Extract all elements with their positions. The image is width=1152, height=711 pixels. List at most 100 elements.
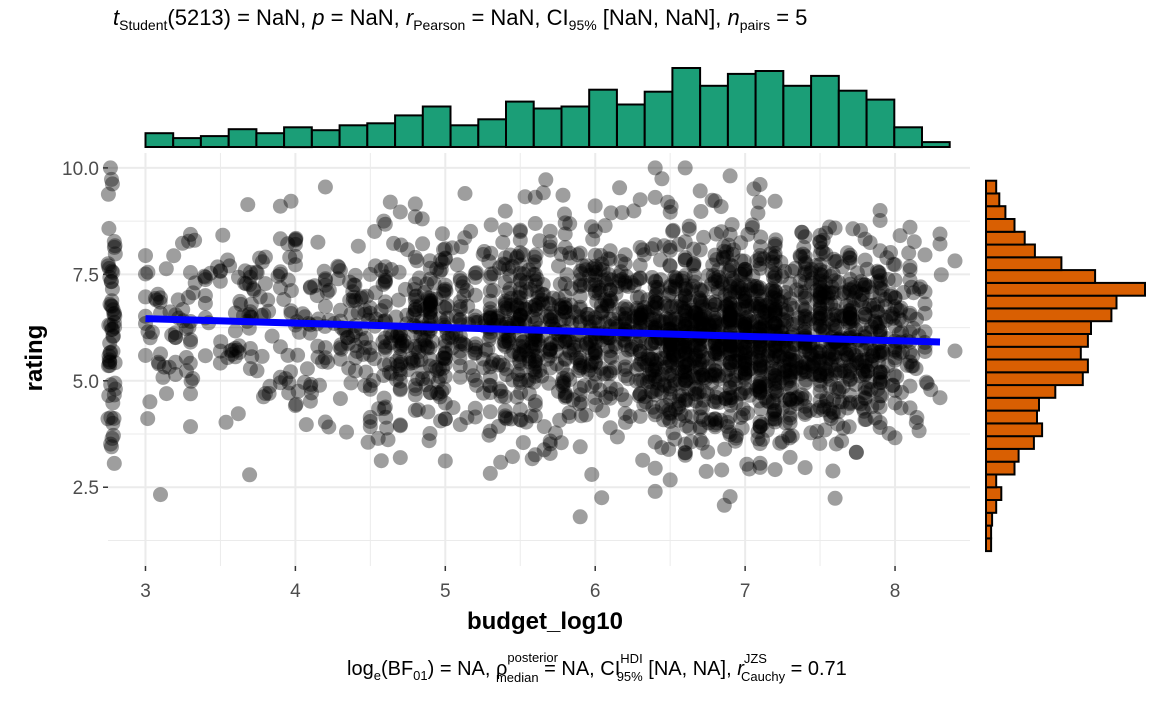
data-point (846, 346, 862, 362)
data-point (513, 307, 529, 323)
data-point (798, 372, 814, 388)
data-point (785, 300, 801, 316)
data-point (287, 398, 303, 414)
data-point (804, 347, 820, 363)
data-point (142, 394, 158, 410)
data-point (527, 394, 543, 409)
data-point (220, 252, 236, 268)
data-point (614, 272, 630, 287)
data-point (391, 264, 407, 280)
data-point (767, 343, 783, 359)
y-histogram-bar (985, 358, 1089, 374)
y-histogram-bar (985, 435, 1035, 450)
data-point (767, 339, 783, 355)
data-point (766, 404, 782, 420)
data-point (675, 387, 690, 403)
data-point (509, 250, 524, 266)
data-point (713, 224, 729, 240)
data-point (634, 351, 650, 367)
data-point (543, 336, 559, 352)
data-point (422, 298, 438, 313)
data-point (382, 364, 397, 380)
data-point (812, 289, 828, 305)
data-point (420, 404, 436, 420)
data-point (438, 283, 454, 299)
data-point (782, 391, 798, 407)
data-point (829, 308, 845, 324)
data-point (197, 269, 213, 285)
data-point (227, 323, 243, 339)
data-point (770, 387, 786, 403)
data-point (771, 361, 786, 377)
data-point (491, 314, 507, 330)
data-point (469, 377, 485, 393)
data-point (407, 289, 423, 304)
data-point (789, 354, 805, 370)
data-point (636, 397, 652, 413)
data-point (144, 324, 160, 340)
data-point (572, 272, 588, 288)
data-point (420, 290, 436, 306)
data-point (480, 341, 496, 357)
data-point (417, 285, 433, 300)
data-point (460, 298, 476, 314)
data-point (495, 256, 511, 272)
data-point (392, 349, 408, 364)
data-point (776, 289, 792, 305)
data-point (197, 288, 213, 304)
data-point (737, 344, 753, 360)
data-point (752, 455, 768, 471)
data-point (492, 260, 508, 276)
data-point (587, 277, 603, 293)
data-point (681, 356, 697, 372)
data-point (333, 337, 349, 353)
data-point (706, 366, 722, 382)
data-point (707, 313, 723, 329)
data-point (582, 277, 598, 293)
data-point (588, 354, 604, 370)
data-point (752, 419, 768, 434)
data-point (742, 277, 758, 293)
data-point (379, 420, 395, 436)
data-point (782, 362, 798, 378)
data-point (722, 489, 738, 505)
y-histogram-bar (985, 422, 1044, 438)
data-point (432, 389, 448, 405)
data-point (175, 302, 191, 317)
data-point (889, 369, 905, 385)
data-point (664, 355, 680, 371)
data-point (593, 361, 609, 376)
data-point (521, 386, 537, 402)
data-point (429, 261, 445, 277)
data-point (435, 254, 450, 270)
data-point (608, 316, 623, 332)
data-point (692, 292, 708, 308)
data-point (179, 363, 194, 379)
data-point (795, 362, 811, 378)
data-point (632, 310, 648, 326)
data-point (526, 249, 542, 265)
data-point (607, 360, 623, 376)
data-point (425, 334, 440, 349)
data-point (175, 235, 190, 251)
data-point (719, 298, 735, 314)
data-point (357, 378, 373, 394)
data-point (752, 380, 768, 396)
data-point (671, 412, 687, 428)
data-point (902, 324, 918, 340)
data-point (467, 342, 483, 358)
data-point (557, 385, 573, 401)
data-point (212, 355, 228, 371)
data-point (932, 226, 948, 242)
data-point (932, 390, 948, 406)
data-point (905, 320, 921, 336)
data-point (809, 423, 825, 439)
data-point (587, 247, 603, 263)
data-point (879, 250, 895, 266)
data-point (452, 343, 468, 359)
data-point (690, 306, 706, 322)
data-point (105, 415, 121, 431)
data-point (632, 270, 648, 286)
data-point (555, 187, 571, 203)
data-point (753, 239, 768, 255)
